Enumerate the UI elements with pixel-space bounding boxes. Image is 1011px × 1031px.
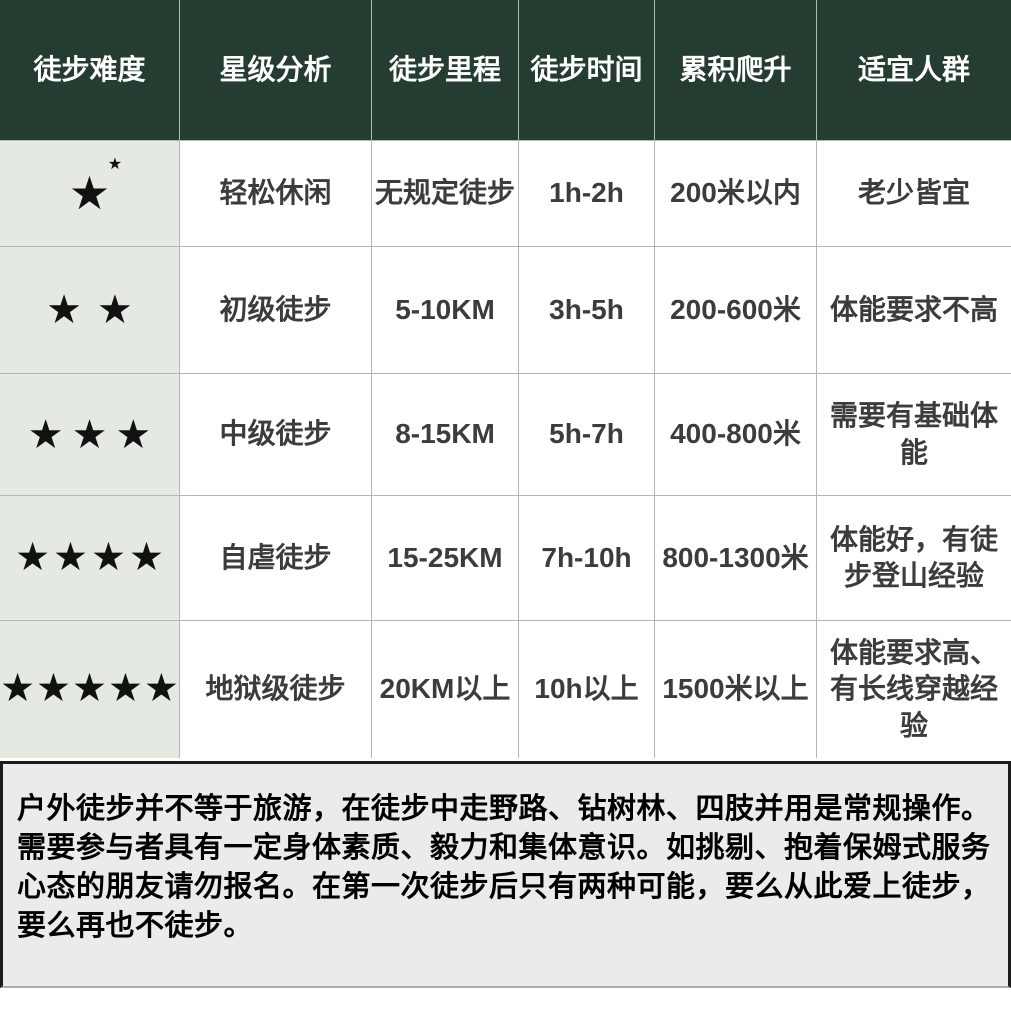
table-row-3-level: 中级徒步 xyxy=(180,374,371,495)
table-row-4-level: 自虐徒步 xyxy=(180,496,371,620)
table-row-4-time: 7h-10h xyxy=(519,496,654,620)
five-stars-icon: ★★★★★ xyxy=(0,667,180,711)
header-cell-time: 徒步时间 xyxy=(519,0,654,140)
hiking-difficulty-table: 徒步难度 星级分析 徒步里程 徒步时间 累积爬升 适宜人群 ★ ★ 轻松休闲 无… xyxy=(0,0,1011,758)
table-row-3-climb: 400-800米 xyxy=(655,374,816,495)
table-row-3-suitable: 需要有基础体能 xyxy=(817,374,1011,495)
header-cell-difficulty: 徒步难度 xyxy=(0,0,179,140)
header-cell-climb: 累积爬升 xyxy=(655,0,816,140)
table-row-1-suitable: 老少皆宜 xyxy=(817,141,1011,246)
table-row-1-level: 轻松休闲 xyxy=(180,141,371,246)
table-row-2-level: 初级徒步 xyxy=(180,247,371,373)
header-cell-star-level: 星级分析 xyxy=(180,0,371,140)
table-row-5-suitable: 体能要求高、有长线穿越经验 xyxy=(817,621,1011,758)
table-row-3-distance: 8-15KM xyxy=(372,374,518,495)
hiking-notice-text: 户外徒步并不等于旅游，在徒步中走野路、钻树林、四肢并用是常规操作。需要参与者具有… xyxy=(17,793,991,942)
table-row-4-distance: 15-25KM xyxy=(372,496,518,620)
table-row-2-climb: 200-600米 xyxy=(655,247,816,373)
one-star-icon: ★ ★ xyxy=(68,156,122,224)
table-row-5-stars-cell: ★★★★★ xyxy=(0,621,179,758)
four-stars-icon: ★★★★ xyxy=(15,535,167,579)
table-row-2-distance: 5-10KM xyxy=(372,247,518,373)
two-stars-icon: ★★ xyxy=(46,288,148,332)
table-row-5-climb: 1500米以上 xyxy=(655,621,816,758)
table-row-1-stars-cell: ★ ★ xyxy=(0,141,179,246)
table-row-3-stars-cell: ★★★ xyxy=(0,374,179,495)
table-row-2-suitable: 体能要求不高 xyxy=(817,247,1011,373)
table-row-1-time: 1h-2h xyxy=(519,141,654,246)
hiking-notice-box: 户外徒步并不等于旅游，在徒步中走野路、钻树林、四肢并用是常规操作。需要参与者具有… xyxy=(0,761,1011,988)
table-row-1-climb: 200米以内 xyxy=(655,141,816,246)
table-row-4-stars-cell: ★★★★ xyxy=(0,496,179,620)
table-row-5-level: 地狱级徒步 xyxy=(180,621,371,758)
table-row-5-time: 10h以上 xyxy=(519,621,654,758)
table-row-3-time: 5h-7h xyxy=(519,374,654,495)
header-cell-distance: 徒步里程 xyxy=(372,0,518,140)
table-row-5-distance: 20KM以上 xyxy=(372,621,518,758)
small-star-icon: ★ xyxy=(107,155,123,173)
table-row-4-suitable: 体能好，有徒步登山经验 xyxy=(817,496,1011,620)
table-row-4-climb: 800-1300米 xyxy=(655,496,816,620)
header-cell-suitable: 适宜人群 xyxy=(817,0,1011,140)
table-row-2-time: 3h-5h xyxy=(519,247,654,373)
three-stars-icon: ★★★ xyxy=(27,412,160,457)
table-row-2-stars-cell: ★★ xyxy=(0,247,179,373)
table-row-1-distance: 无规定徒步 xyxy=(372,141,518,246)
big-star-glyph: ★ xyxy=(68,166,111,219)
